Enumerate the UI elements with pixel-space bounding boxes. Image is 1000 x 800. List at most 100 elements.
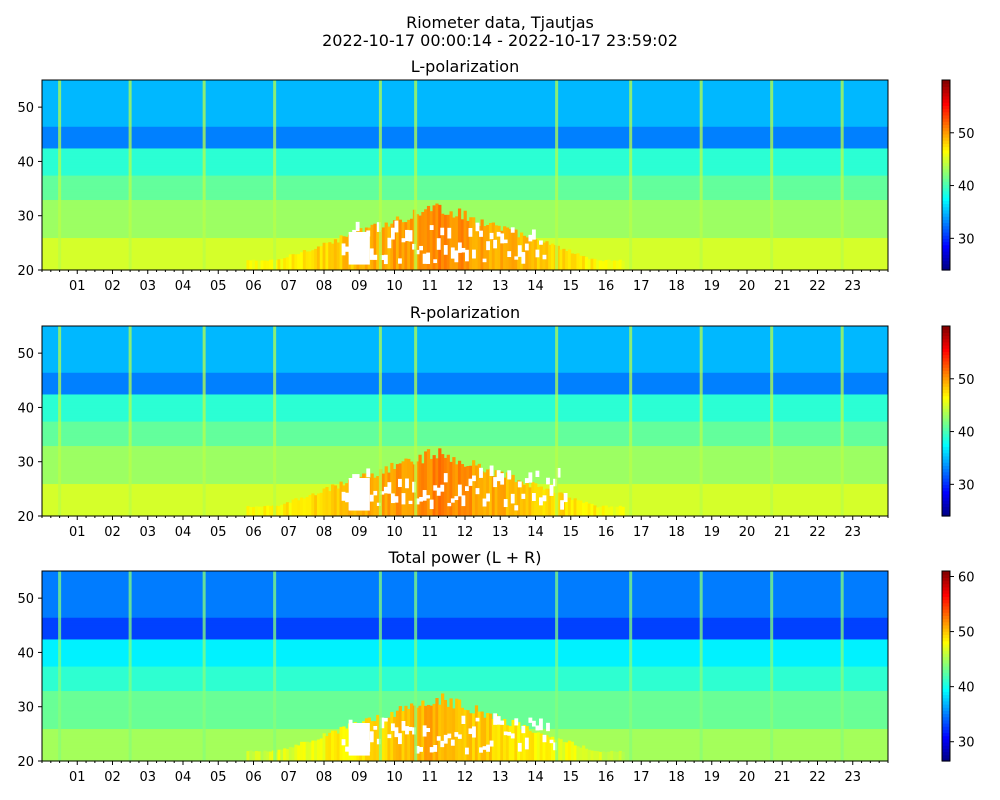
colorbar-segment xyxy=(942,184,950,189)
enhanced-column xyxy=(418,454,422,516)
x-tick-label: 03 xyxy=(139,279,156,294)
saturated-patch xyxy=(436,487,441,496)
enhanced-column xyxy=(607,507,611,516)
colorbar-segment xyxy=(942,83,950,87)
enhanced-column xyxy=(283,503,287,516)
colorbar-segment xyxy=(942,417,950,422)
panel-1: L-polarization 20 30 40 50 01 02 03 04 05 06 07 08 09… xyxy=(17,57,974,294)
enhanced-column xyxy=(579,255,583,270)
enhanced-column xyxy=(604,752,608,761)
heatmap-band xyxy=(42,663,888,667)
heatmap-band xyxy=(42,668,888,673)
colorbar-segment xyxy=(942,666,950,670)
enhanced-column xyxy=(497,476,501,516)
colorbar-segment xyxy=(942,465,950,470)
saturated-patch xyxy=(468,227,473,237)
enhanced-column xyxy=(260,751,264,761)
heatmap-band xyxy=(42,377,888,381)
interference-line xyxy=(629,80,633,270)
colorbar-segment xyxy=(942,605,950,610)
heatmap-band xyxy=(42,581,888,586)
x-tick-label: 19 xyxy=(703,279,720,294)
enhanced-column xyxy=(455,698,459,761)
enhanced-column xyxy=(432,703,436,761)
colorbar-segment xyxy=(942,341,950,346)
colorbar-segment xyxy=(942,111,950,116)
saturated-patch xyxy=(468,728,473,735)
enhanced-column xyxy=(441,693,445,761)
interference-line xyxy=(378,326,382,516)
colorbar-segment xyxy=(942,637,950,642)
saturated-patch xyxy=(553,478,557,487)
colorbar-segment xyxy=(942,181,950,186)
colorbar-segment xyxy=(942,354,950,359)
enhanced-column xyxy=(536,732,541,761)
colorbar-segment xyxy=(942,257,950,262)
colorbar-segment xyxy=(942,190,950,195)
colorbar-segment xyxy=(942,624,950,629)
enhanced-column xyxy=(308,742,312,761)
heatmap-band xyxy=(42,85,888,89)
heatmap-band xyxy=(42,139,888,144)
heatmap-band xyxy=(42,445,888,449)
enhanced-column xyxy=(373,223,377,270)
heatmap-band xyxy=(42,161,888,165)
colorbar-segment xyxy=(942,474,950,479)
panel-title: L-polarization xyxy=(411,57,519,76)
colorbar-segment xyxy=(942,383,950,387)
enhanced-column xyxy=(376,226,380,270)
enhanced-column xyxy=(587,259,591,270)
enhanced-column xyxy=(525,482,529,516)
enhanced-column xyxy=(615,260,620,270)
colorbar-segment xyxy=(942,440,950,444)
x-tick-label: 09 xyxy=(351,279,368,294)
heatmap-band xyxy=(42,355,888,360)
heatmap-band xyxy=(42,676,888,681)
saturated-patch xyxy=(345,246,349,252)
colorbar-segment xyxy=(942,159,950,163)
saturated-patch xyxy=(436,736,441,741)
enhanced-column xyxy=(570,253,574,270)
enhanced-column xyxy=(300,497,304,516)
heatmap-band xyxy=(42,331,888,335)
saturated-patch xyxy=(496,470,501,482)
enhanced-column xyxy=(395,216,400,270)
enhanced-column xyxy=(522,484,527,516)
heatmap-band xyxy=(42,571,888,575)
heatmap-band xyxy=(42,342,888,346)
saturated-patch xyxy=(472,475,476,482)
colorbar-segment xyxy=(942,650,950,654)
saturated-patch xyxy=(521,725,526,734)
heatmap-band xyxy=(42,693,888,697)
heatmap-band xyxy=(42,147,888,152)
colorbar-segment xyxy=(942,405,950,409)
saturated-patch xyxy=(521,493,526,499)
saturated-patch xyxy=(472,726,476,738)
heatmap-band xyxy=(42,153,888,157)
enhanced-column xyxy=(488,468,493,516)
saturated-region xyxy=(341,465,568,511)
enhanced-column xyxy=(615,506,620,516)
enhanced-column xyxy=(511,719,515,761)
saturated-patch xyxy=(493,713,498,725)
x-tick-label: 14 xyxy=(527,525,544,540)
enhanced-column xyxy=(252,751,256,761)
heatmap-band xyxy=(42,172,888,176)
colorbar-segment xyxy=(942,443,950,447)
saturated-patch xyxy=(408,500,413,505)
enhanced-column xyxy=(288,502,292,516)
heatmap-band xyxy=(42,687,888,692)
colorbar-segment xyxy=(942,178,950,182)
heatmap-band xyxy=(42,385,888,390)
enhanced-column xyxy=(277,506,281,516)
colorbar-frame xyxy=(941,570,951,762)
colorbar-segment xyxy=(942,213,950,217)
enhanced-column xyxy=(497,225,501,270)
enhanced-column xyxy=(500,230,504,270)
saturated-patch xyxy=(549,739,554,744)
saturated-patch xyxy=(535,725,540,731)
saturated-patch xyxy=(546,477,550,485)
heatmap-band xyxy=(42,421,888,425)
saturated-patch xyxy=(539,497,543,506)
colorbar-segment xyxy=(942,86,950,91)
